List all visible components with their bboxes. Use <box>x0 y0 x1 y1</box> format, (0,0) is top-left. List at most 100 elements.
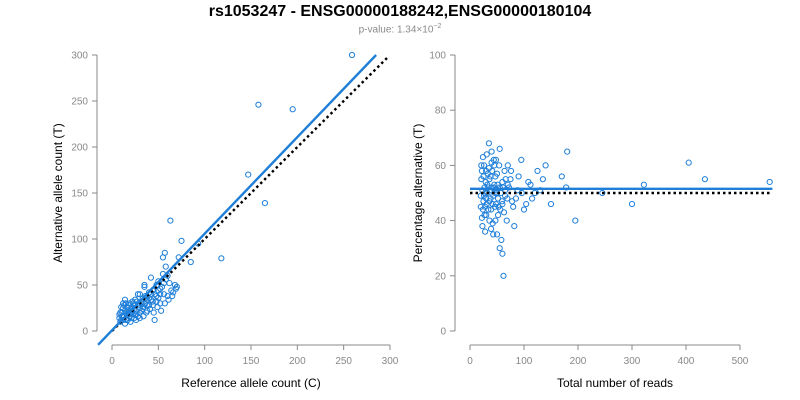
right-y-tick-label: 80 <box>435 106 447 117</box>
left-data-point <box>161 300 168 307</box>
left-x-tick-label: 150 <box>243 356 260 367</box>
left-y-tick-label: 50 <box>77 281 89 292</box>
right-data-point <box>499 250 506 257</box>
right-x-tick-label: 200 <box>570 356 587 367</box>
left-data-point <box>144 302 151 309</box>
left-x-axis-label: Reference allele count (C) <box>181 376 320 390</box>
right-data-point <box>504 181 511 188</box>
p-value-text: p-value: 1.34×10 <box>358 24 434 36</box>
right-data-point <box>483 151 490 158</box>
left-y-tick-label: 0 <box>82 327 88 338</box>
right-data-point <box>510 203 517 210</box>
left-x-tick-label: 250 <box>335 356 352 367</box>
left-data-point <box>128 315 135 322</box>
right-data-point <box>523 200 530 208</box>
right-data-point <box>564 148 571 155</box>
right-x-tick-label: 300 <box>624 356 641 367</box>
left-data-point <box>151 291 158 298</box>
left-x-tick-label: 300 <box>382 356 399 367</box>
left-data-point <box>164 292 171 300</box>
right-data-point <box>492 217 499 224</box>
left-y-tick-label: 100 <box>71 235 88 246</box>
right-data-point <box>480 162 488 169</box>
right-data-point <box>482 228 489 235</box>
right-data-point <box>558 173 565 180</box>
right-data-point <box>539 176 547 183</box>
right-data-point <box>685 159 692 166</box>
left-data-point <box>134 291 142 298</box>
left-data-point <box>348 51 356 59</box>
left-data-point <box>169 292 176 300</box>
right-data-point <box>477 192 484 199</box>
right-data-point <box>496 145 503 152</box>
right-data-point <box>496 184 503 191</box>
left-data-point <box>151 316 158 324</box>
right-data-point <box>488 148 495 155</box>
chart-subtitle: p-value: 1.34×10−2 <box>0 23 800 35</box>
left-data-point <box>139 305 146 313</box>
left-data-point <box>136 291 143 298</box>
right-data-point <box>514 187 521 194</box>
left-data-point <box>132 311 140 318</box>
left-data-point <box>160 291 167 298</box>
right-data-point <box>640 181 647 188</box>
left-data-point <box>141 283 148 290</box>
right-data-point <box>512 195 520 202</box>
left-data-point <box>150 309 157 316</box>
right-x-tick-label: 100 <box>516 356 533 367</box>
left-x-tick-label: 50 <box>153 356 165 367</box>
left-data-point <box>161 249 168 256</box>
chart-title: rs1053247 - ENSG00000188242,ENSG00000180… <box>208 3 592 20</box>
right-data-point <box>482 178 489 186</box>
left-y-tick-label: 300 <box>71 51 88 62</box>
right-data-point <box>563 184 570 191</box>
right-data-point <box>511 223 518 230</box>
right-x-tick-label: 400 <box>678 356 695 367</box>
left-data-point <box>178 237 185 244</box>
right-y-axis-label: Percentage alternative (T) <box>411 124 425 263</box>
right-data-point <box>485 184 492 191</box>
right-data-point <box>542 162 549 169</box>
right-data-point <box>628 200 636 208</box>
right-data-point <box>492 156 500 163</box>
right-data-point <box>503 217 510 224</box>
left-data-point <box>154 303 161 311</box>
right-data-point <box>499 200 506 208</box>
right-data-point <box>534 167 541 175</box>
left-data-point <box>289 106 296 113</box>
right-data-point <box>572 217 579 224</box>
left-data-point <box>126 300 133 307</box>
left-y-axis-label: Alternative allele count (T) <box>51 123 65 262</box>
right-y-tick-label: 40 <box>435 216 447 227</box>
left-data-point <box>153 292 160 300</box>
right-y-tick-label: 20 <box>435 271 447 282</box>
left-data-point <box>158 283 166 290</box>
right-data-point <box>480 173 487 180</box>
left-data-point <box>132 296 139 303</box>
right-y-tick-label: 100 <box>429 51 446 62</box>
right-data-point <box>488 184 495 191</box>
left-y-tick-label: 200 <box>71 143 88 154</box>
left-fit-line <box>97 54 377 346</box>
right-data-point <box>485 165 492 172</box>
right-data-point <box>501 167 508 175</box>
left-data-point <box>167 217 174 224</box>
left-data-point <box>261 200 268 207</box>
right-y-tick-label: 60 <box>435 161 447 172</box>
left-data-point <box>162 263 169 270</box>
right-data-point <box>507 167 515 175</box>
right-x-tick-label: 0 <box>467 356 473 367</box>
right-data-point <box>518 189 525 197</box>
left-data-point <box>255 101 262 108</box>
right-data-point <box>486 217 493 224</box>
right-data-point <box>520 206 528 213</box>
right-data-point <box>537 187 544 194</box>
right-data-point <box>481 211 488 219</box>
right-data-point <box>502 176 509 183</box>
right-data-point <box>499 178 506 186</box>
p-value-exponent: −2 <box>433 23 442 30</box>
left-x-tick-label: 100 <box>196 356 213 367</box>
right-data-point <box>518 156 525 163</box>
left-data-point <box>155 287 162 294</box>
